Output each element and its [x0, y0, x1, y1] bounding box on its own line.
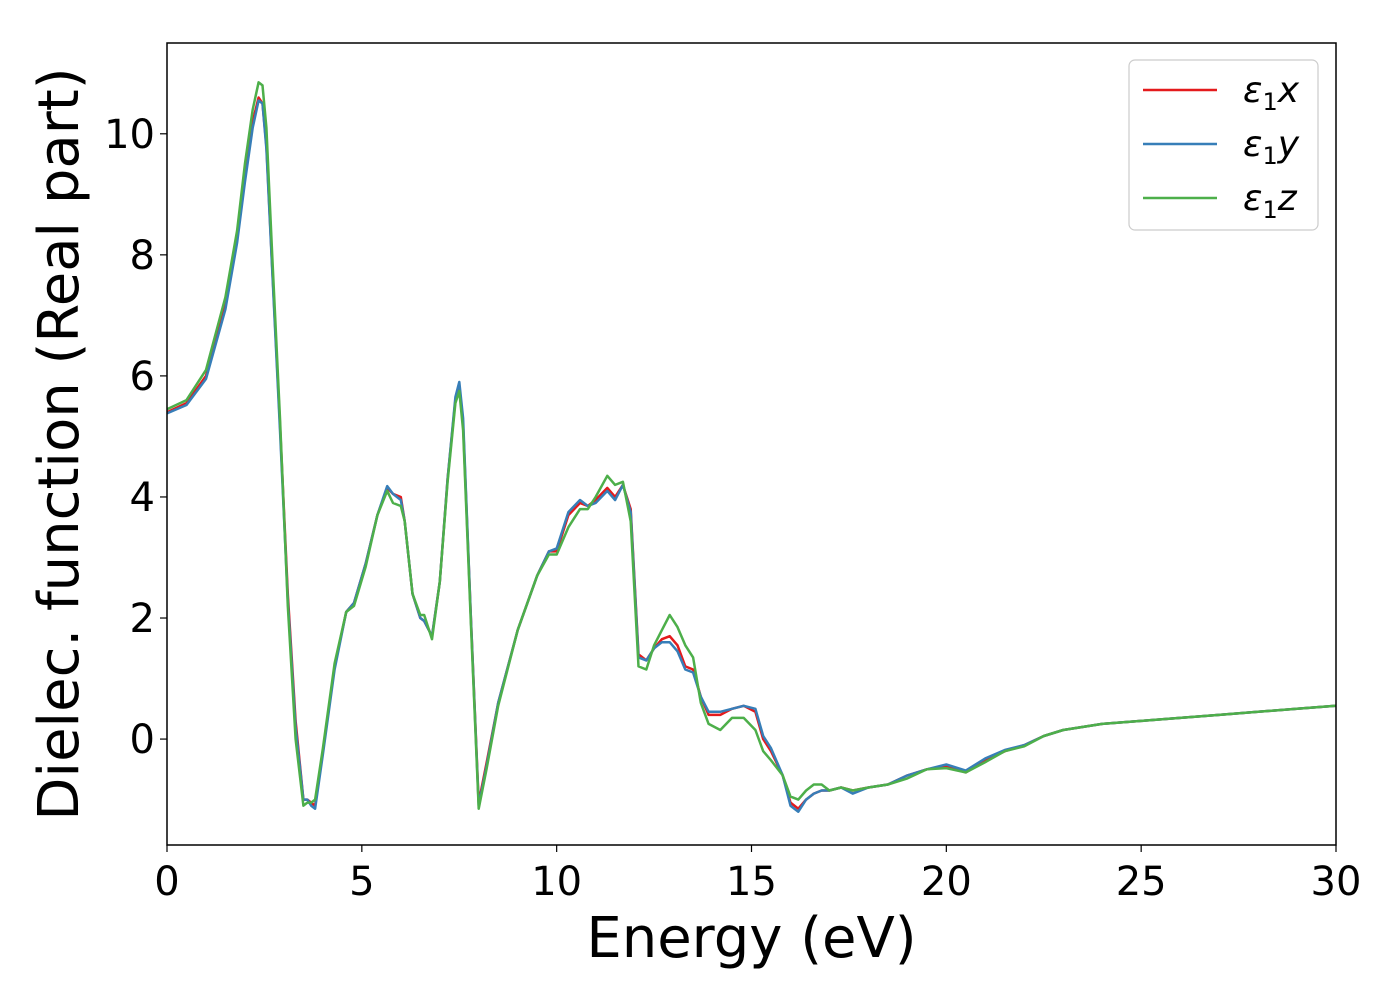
y-axis: 0 2 4 6 8 10	[104, 112, 167, 763]
y-tick-label: 0	[130, 717, 155, 763]
legend-label: ε1z	[1243, 178, 1298, 224]
legend-label: ε1x	[1243, 70, 1300, 116]
legend-entry-x: ε1x	[1143, 70, 1300, 116]
x-tick-label: 15	[726, 859, 777, 905]
y-tick-label: 4	[130, 475, 155, 521]
legend-box	[1128, 59, 1319, 231]
y-tick-label: 2	[130, 596, 155, 642]
x-axis: 0 5 10 15 20 25 30	[154, 845, 1361, 905]
x-tick-label: 25	[1116, 859, 1167, 905]
y-tick-label: 8	[130, 233, 155, 279]
series-layer	[166, 81, 1337, 813]
x-tick-label: 30	[1311, 859, 1362, 905]
y-axis-label: Dielec. function (Real part)	[27, 67, 92, 820]
x-axis-label: Energy (eV)	[586, 906, 916, 971]
y-tick-label: 6	[130, 354, 155, 400]
x-tick-label: 5	[349, 859, 374, 905]
legend-label: ε1y	[1243, 124, 1300, 170]
series-line-z	[166, 81, 1337, 810]
legend-entry-z: ε1z	[1143, 178, 1298, 224]
x-tick-label: 0	[154, 859, 179, 905]
x-tick-label: 20	[921, 859, 972, 905]
x-tick-label: 10	[531, 859, 582, 905]
legend-entry-y: ε1y	[1143, 124, 1300, 170]
y-tick-label: 10	[104, 112, 155, 158]
legend: ε1x ε1y ε1z	[1128, 59, 1319, 231]
